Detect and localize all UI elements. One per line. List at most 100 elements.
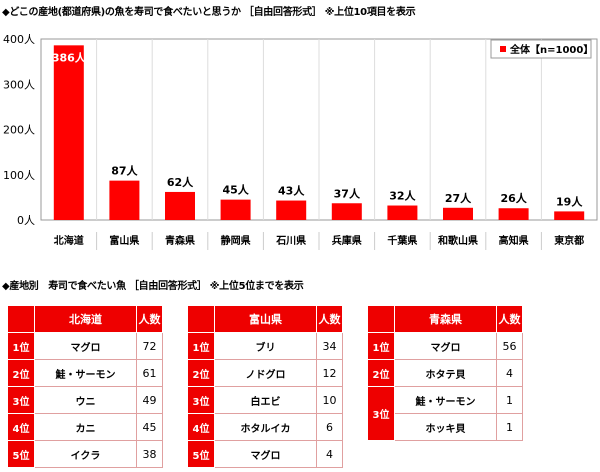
table-row: 3位 白エビ 10 xyxy=(187,386,343,414)
x-tick-label: 静岡県 xyxy=(221,234,251,247)
bar xyxy=(443,207,473,220)
fish-cell: マグロ xyxy=(394,332,497,360)
table-hokkaido: 北海道 人数 1位 マグロ 72 2位 鮭・サーモン 61 3位 ウニ 49 4位 カニ 45 5位 イクラ 3… xyxy=(7,305,163,468)
bar xyxy=(165,191,195,220)
count-cell: 61 xyxy=(136,359,163,387)
legend-label: 全体【n=1000】 xyxy=(509,43,593,56)
bar xyxy=(554,211,585,220)
y-tick-label: 100人 xyxy=(3,169,35,182)
count-header: 人数 xyxy=(496,305,523,333)
fish-cell: ブリ xyxy=(214,332,317,360)
count-header: 人数 xyxy=(136,305,163,333)
count-cell: 49 xyxy=(136,386,163,414)
rank-cell: 3位 xyxy=(367,386,395,441)
bar xyxy=(220,199,251,220)
count-cell: 6 xyxy=(316,413,343,441)
x-tick-label: 石川県 xyxy=(275,234,306,247)
table-row: ホッキ貝 1 xyxy=(368,413,523,441)
y-tick-label: 400人 xyxy=(3,33,35,46)
data-label: 19人 xyxy=(556,194,583,208)
x-tick-label: 兵庫県 xyxy=(332,234,362,247)
bar xyxy=(109,180,140,220)
count-cell: 56 xyxy=(496,332,523,360)
x-tick-label: 富山県 xyxy=(109,234,139,247)
rank-cell: 1位 xyxy=(187,332,215,360)
rank-cell: 5位 xyxy=(187,440,215,468)
data-label: 43人 xyxy=(278,184,305,198)
table-row: 3位 ウニ 49 xyxy=(7,386,163,414)
table-row: 4位 カニ 45 xyxy=(7,413,163,441)
count-cell: 10 xyxy=(316,386,343,414)
rank-cell: 2位 xyxy=(187,359,215,387)
count-cell: 4 xyxy=(316,440,343,468)
table-row: 5位 イクラ 38 xyxy=(7,440,163,468)
rank-cell: 3位 xyxy=(7,386,35,414)
fish-cell: マグロ xyxy=(214,440,317,468)
x-tick-label: 高知県 xyxy=(499,234,529,247)
rank-cell: 4位 xyxy=(187,413,215,441)
x-tick-label: 東京都 xyxy=(554,234,584,247)
rank-cell: 3位 xyxy=(187,386,215,414)
fish-cell: 鮭・サーモン xyxy=(34,359,137,387)
x-tick-label: 青森県 xyxy=(165,234,195,247)
data-label: 26人 xyxy=(500,191,527,205)
table-row: 4位 ホタルイカ 6 xyxy=(187,413,343,441)
rank-cell: 1位 xyxy=(7,332,35,360)
count-cell: 4 xyxy=(496,359,523,387)
table-row: 1位 ブリ 34 xyxy=(187,332,343,360)
rank-cell: 1位 xyxy=(367,332,395,360)
count-cell: 1 xyxy=(496,413,523,441)
fish-cell: 白エビ xyxy=(214,386,317,414)
corner-cell xyxy=(187,305,215,333)
table-row: 3位 鮭・サーモン 1 xyxy=(367,386,523,441)
count-cell: 38 xyxy=(136,440,163,468)
data-label: 386人 xyxy=(52,50,87,64)
x-tick-label: 和歌山県 xyxy=(437,234,478,247)
bar xyxy=(331,203,362,220)
table-row: 1位 マグロ 72 xyxy=(7,332,163,360)
y-tick-label: 0人 xyxy=(17,214,35,227)
bar xyxy=(387,205,418,220)
bar xyxy=(53,45,84,221)
data-label: 45人 xyxy=(222,183,249,197)
fish-cell: マグロ xyxy=(34,332,137,360)
table-row: 1位 マグロ 56 xyxy=(367,332,523,360)
fish-cell: 鮭・サーモン xyxy=(394,386,497,414)
tables-title: ◆産地別 寿司で食べたい魚 ［自由回答形式］ ※上位5位までを表示 xyxy=(2,281,304,292)
rank-cell: 4位 xyxy=(7,413,35,441)
region-header: 青森県 xyxy=(394,305,497,333)
table-row: 2位 ノドグロ 12 xyxy=(187,359,343,387)
legend-box xyxy=(490,39,592,59)
rank-cell: 2位 xyxy=(7,359,35,387)
data-label: 32人 xyxy=(389,189,416,203)
corner-cell xyxy=(367,305,395,333)
fish-cell: ノドグロ xyxy=(214,359,317,387)
fish-cell: ホタルイカ xyxy=(214,413,317,441)
count-cell: 12 xyxy=(316,359,343,387)
y-tick-label: 200人 xyxy=(3,124,35,137)
count-cell: 72 xyxy=(136,332,163,360)
count-cell: 45 xyxy=(136,413,163,441)
fish-cell: ウニ xyxy=(34,386,137,414)
corner-cell xyxy=(7,305,35,333)
x-tick-label: 北海道 xyxy=(54,234,84,247)
bar xyxy=(498,208,529,220)
chart-title: ◆どこの産地(都道府県)の魚を寿司で食べたいと思うか ［自由回答形式］ ※上位1… xyxy=(2,7,416,18)
table-aomori: 青森県 人数 1位 マグロ 56 2位 ホタテ貝 4 3位 鮭・サーモン 1 ホッキ貝 1 xyxy=(367,305,523,441)
rank-cell: 5位 xyxy=(7,440,35,468)
fish-cell: ホタテ貝 xyxy=(394,359,497,387)
x-tick-label: 千葉県 xyxy=(387,234,417,247)
data-label: 27人 xyxy=(445,191,472,205)
fish-cell: ホッキ貝 xyxy=(394,413,497,441)
y-tick-label: 300人 xyxy=(3,78,35,91)
fish-cell: カニ xyxy=(34,413,137,441)
rank-cell: 2位 xyxy=(367,359,395,387)
table-row: 5位 マグロ 4 xyxy=(187,440,343,468)
table-toyama: 富山県 人数 1位 ブリ 34 2位 ノドグロ 12 3位 白エビ 10 4位 ホタルイカ 6 5位 マグロ 4 xyxy=(187,305,343,468)
legend-swatch xyxy=(500,46,506,52)
data-label: 37人 xyxy=(334,186,361,200)
region-header: 北海道 xyxy=(34,305,137,333)
count-cell: 34 xyxy=(316,332,343,360)
count-cell: 1 xyxy=(496,386,523,414)
